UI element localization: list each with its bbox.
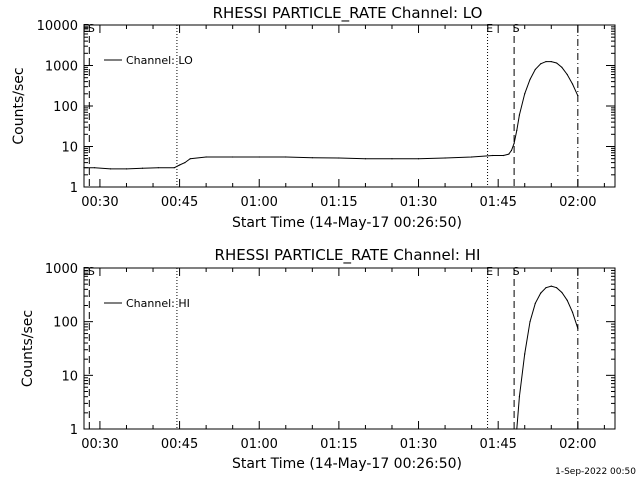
data-point xyxy=(555,287,558,289)
data-point xyxy=(508,153,510,155)
x-tick-label: 01:00 xyxy=(240,195,277,210)
data-point xyxy=(471,156,473,158)
data-point xyxy=(529,321,531,323)
legend-label: Channel: LO xyxy=(126,54,193,67)
plot-frame xyxy=(83,24,616,188)
data-point xyxy=(444,157,446,159)
data-point xyxy=(364,158,367,160)
y-tick-label: 1 xyxy=(70,181,78,196)
data-point xyxy=(189,158,191,160)
data-point xyxy=(540,63,542,65)
event-marker-label: E xyxy=(486,265,493,278)
data-point xyxy=(232,156,234,158)
data-point xyxy=(391,158,393,160)
data-point xyxy=(417,158,420,160)
y-tick-label: 100 xyxy=(53,316,78,331)
data-point xyxy=(338,157,340,159)
data-point xyxy=(540,292,542,294)
data-point xyxy=(184,162,186,164)
data-point xyxy=(173,167,175,169)
event-marker-label: S xyxy=(88,265,95,278)
data-point xyxy=(516,129,518,131)
x-tick-label: 01:15 xyxy=(320,437,357,452)
y-tick-label: 10 xyxy=(61,141,78,156)
data-point xyxy=(561,66,563,68)
data-point xyxy=(157,167,159,169)
x-tick-label: 00:30 xyxy=(81,195,118,210)
footer-timestamp: 1-Sep-2022 00:50 xyxy=(555,467,636,477)
y-axis-label: Counts/sec xyxy=(11,67,27,144)
y-axis-label: Counts/sec xyxy=(20,310,36,387)
x-tick-label: 01:30 xyxy=(400,437,437,452)
y-tick-label: 10000 xyxy=(37,19,78,34)
data-point xyxy=(502,154,505,157)
x-tick-label: 02:00 xyxy=(559,195,596,210)
event-marker-label: E xyxy=(83,22,90,35)
y-tick-label: 1 xyxy=(70,423,78,438)
data-point xyxy=(550,285,552,287)
chart-title: RHESSI PARTICLE_RATE Channel: LO xyxy=(213,4,483,23)
data-point xyxy=(571,311,574,313)
x-tick-label: 00:45 xyxy=(161,437,198,452)
x-tick-label: 00:45 xyxy=(161,195,198,210)
x-axis-label: Start Time (14-May-17 00:26:50) xyxy=(232,215,462,231)
x-tick-label: 01:15 xyxy=(320,195,357,210)
data-point xyxy=(529,78,531,81)
data-point xyxy=(555,62,558,64)
data-point xyxy=(545,60,547,63)
data-point xyxy=(534,68,536,71)
data-point xyxy=(577,95,579,97)
event-marker-label: S xyxy=(513,265,520,278)
data-point xyxy=(577,327,579,329)
data-point xyxy=(492,154,494,157)
data-point xyxy=(561,291,563,294)
data-point xyxy=(178,164,181,166)
x-tick-label: 02:00 xyxy=(559,437,596,452)
y-tick-label: 10 xyxy=(61,369,78,384)
plot-frame xyxy=(83,267,616,430)
x-tick-label: 00:30 xyxy=(81,437,118,452)
y-tick-label: 1000 xyxy=(45,60,78,75)
series-line-channel-hi xyxy=(516,285,579,430)
y-tick-label: 1000 xyxy=(45,262,78,277)
data-point xyxy=(510,149,513,152)
series-line-channel-lo xyxy=(84,61,579,170)
data-point xyxy=(285,156,287,158)
data-point xyxy=(125,168,128,170)
x-axis-label: Start Time (14-May-17 00:26:50) xyxy=(232,456,462,472)
x-tick-label: 01:00 xyxy=(240,437,277,452)
data-point xyxy=(516,428,518,430)
data-point xyxy=(545,287,547,289)
data-point xyxy=(141,167,144,169)
data-point xyxy=(518,396,521,398)
data-point xyxy=(205,156,207,158)
legend-label: Channel: HI xyxy=(126,297,190,310)
data-point xyxy=(258,156,260,158)
data-point xyxy=(513,142,515,144)
data-point xyxy=(571,83,574,85)
event-marker-label: E xyxy=(486,22,493,35)
x-tick-label: 01:45 xyxy=(479,195,516,210)
chart-panel-hi: RHESSI PARTICLE_RATE Channel: HI Start Ti… xyxy=(20,246,616,472)
data-point xyxy=(566,73,568,76)
data-point xyxy=(550,60,552,63)
x-tick-label: 01:30 xyxy=(400,195,437,210)
data-point xyxy=(94,167,96,169)
x-tick-label: 01:45 xyxy=(479,437,516,452)
data-point xyxy=(524,93,526,95)
y-tick-label: 100 xyxy=(53,100,78,115)
data-point xyxy=(83,167,85,169)
data-point xyxy=(518,114,521,116)
data-point xyxy=(566,299,568,301)
chart-panel-lo: RHESSI PARTICLE_RATE Channel: LO Start Ti… xyxy=(11,4,616,231)
data-point xyxy=(311,157,313,159)
data-point xyxy=(534,302,536,304)
chart-title: RHESSI PARTICLE_RATE Channel: HI xyxy=(215,246,481,265)
data-point xyxy=(109,168,112,170)
data-point xyxy=(524,353,526,355)
event-marker-label: S xyxy=(513,22,520,35)
event-marker-label: S xyxy=(88,22,95,35)
event-marker-label: E xyxy=(83,265,90,278)
